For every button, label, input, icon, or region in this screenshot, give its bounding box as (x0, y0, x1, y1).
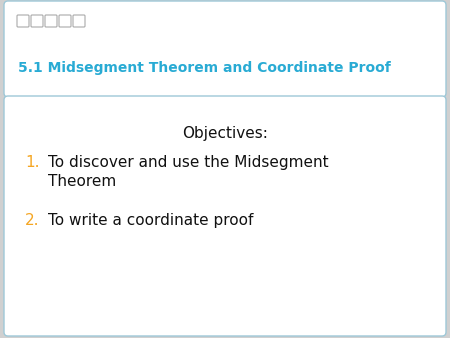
FancyBboxPatch shape (45, 15, 57, 27)
FancyBboxPatch shape (4, 96, 446, 336)
Text: 2.: 2. (25, 213, 40, 228)
FancyBboxPatch shape (31, 15, 43, 27)
FancyBboxPatch shape (17, 15, 29, 27)
Text: 5.1 Midsegment Theorem and Coordinate Proof: 5.1 Midsegment Theorem and Coordinate Pr… (18, 61, 391, 75)
Text: Objectives:: Objectives: (182, 126, 268, 141)
Text: To discover and use the Midsegment
Theorem: To discover and use the Midsegment Theor… (48, 155, 328, 189)
FancyBboxPatch shape (73, 15, 85, 27)
Text: To write a coordinate proof: To write a coordinate proof (48, 213, 253, 228)
FancyBboxPatch shape (59, 15, 71, 27)
Text: 1.: 1. (25, 155, 40, 170)
FancyBboxPatch shape (4, 1, 446, 97)
